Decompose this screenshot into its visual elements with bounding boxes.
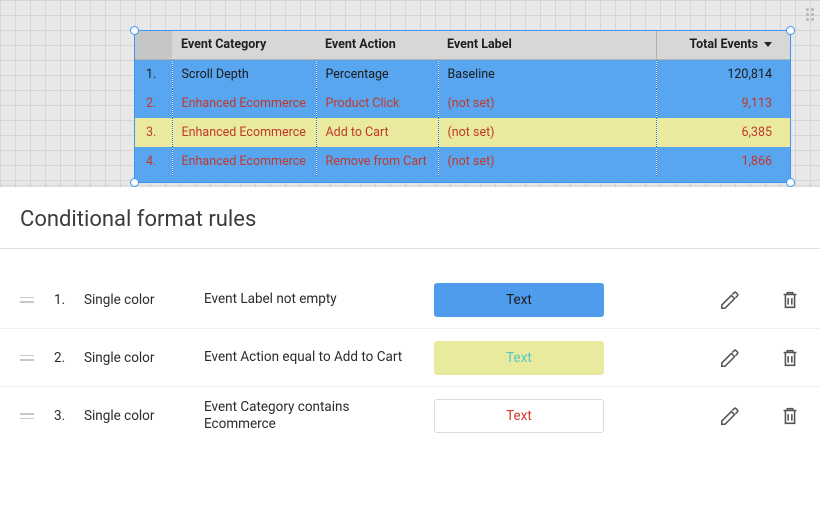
rule-index: 1. xyxy=(54,292,84,308)
drag-grip-icon[interactable] xyxy=(20,413,34,419)
cell-index: 2. xyxy=(134,89,172,118)
selection-border-bottom xyxy=(134,182,790,183)
cell-category: Enhanced Ecommerce xyxy=(172,89,316,118)
edit-rule-button[interactable] xyxy=(719,289,741,311)
pencil-icon xyxy=(719,347,741,369)
trash-icon xyxy=(779,289,801,311)
selection-border-top xyxy=(134,30,790,31)
col-header-index[interactable] xyxy=(134,30,172,60)
table-row[interactable]: 3.Enhanced EcommerceAdd to Cart(not set)… xyxy=(134,118,790,147)
rule-description: Event Label not empty xyxy=(204,291,434,308)
cell-total: 6,385 xyxy=(656,118,790,147)
rules-list: 1. Single color Event Label not empty Te… xyxy=(0,249,820,445)
cell-label: Baseline xyxy=(438,60,656,90)
rule-preview-swatch[interactable]: Text xyxy=(434,283,604,317)
trash-icon xyxy=(779,347,801,369)
pencil-icon xyxy=(719,405,741,427)
rule-mode: Single color xyxy=(84,350,204,366)
drag-grip-icon[interactable] xyxy=(20,355,34,361)
drag-grip-icon[interactable] xyxy=(20,297,34,303)
table-row[interactable]: 4.Enhanced EcommerceRemove from Cart(not… xyxy=(134,147,790,176)
selection-handle-bl[interactable] xyxy=(130,178,139,187)
selection-handle-tl[interactable] xyxy=(130,26,139,35)
selection-handle-br[interactable] xyxy=(786,178,795,187)
trash-icon xyxy=(779,405,801,427)
panel-drag-handle-icon[interactable] xyxy=(806,8,814,22)
cell-index: 1. xyxy=(134,60,172,90)
edit-rule-button[interactable] xyxy=(719,347,741,369)
col-header-action[interactable]: Event Action xyxy=(316,30,438,60)
col-header-category[interactable]: Event Category xyxy=(172,30,316,60)
table-header-row: Event Category Event Action Event Label … xyxy=(134,30,790,60)
data-table: Event Category Event Action Event Label … xyxy=(134,30,790,182)
delete-rule-button[interactable] xyxy=(779,347,801,369)
cell-total: 1,866 xyxy=(656,147,790,176)
data-table-component[interactable]: Event Category Event Action Event Label … xyxy=(134,30,790,182)
rule-row: 2. Single color Event Action equal to Ad… xyxy=(0,329,820,387)
cell-category: Scroll Depth xyxy=(172,60,316,90)
rule-preview-swatch[interactable]: Text xyxy=(434,399,604,433)
panel-title: Conditional format rules xyxy=(0,187,820,249)
cell-category: Enhanced Ecommerce xyxy=(172,118,316,147)
rule-row: 1. Single color Event Label not empty Te… xyxy=(0,271,820,329)
table-row[interactable]: 2.Enhanced EcommerceProduct Click(not se… xyxy=(134,89,790,118)
sort-desc-icon xyxy=(764,42,772,47)
selection-border-left xyxy=(134,30,135,182)
cell-action: Product Click xyxy=(316,89,438,118)
selection-border-right xyxy=(790,30,791,182)
report-canvas[interactable]: Event Category Event Action Event Label … xyxy=(0,0,820,187)
cell-category: Enhanced Ecommerce xyxy=(172,147,316,176)
cell-action: Add to Cart xyxy=(316,118,438,147)
rule-mode: Single color xyxy=(84,408,204,424)
rule-index: 3. xyxy=(54,408,84,424)
cell-index: 3. xyxy=(134,118,172,147)
rule-index: 2. xyxy=(54,350,84,366)
cell-total: 9,113 xyxy=(656,89,790,118)
cell-total: 120,814 xyxy=(656,60,790,90)
rule-description: Event Action equal to Add to Cart xyxy=(204,349,434,366)
col-header-total[interactable]: Total Events xyxy=(656,30,790,60)
pencil-icon xyxy=(719,289,741,311)
cell-label: (not set) xyxy=(438,118,656,147)
cell-action: Percentage xyxy=(316,60,438,90)
selection-handle-tr[interactable] xyxy=(786,26,795,35)
rule-description: Event Category contains Ecommerce xyxy=(204,399,434,433)
conditional-format-panel: Conditional format rules 1. Single color… xyxy=(0,187,820,524)
delete-rule-button[interactable] xyxy=(779,405,801,427)
cell-label: (not set) xyxy=(438,147,656,176)
col-header-label[interactable]: Event Label xyxy=(438,30,656,60)
edit-rule-button[interactable] xyxy=(719,405,741,427)
rule-mode: Single color xyxy=(84,292,204,308)
rule-preview-swatch[interactable]: Text xyxy=(434,341,604,375)
rule-row: 3. Single color Event Category contains … xyxy=(0,387,820,445)
col-header-total-label: Total Events xyxy=(689,37,758,52)
cell-index: 4. xyxy=(134,147,172,176)
cell-action: Remove from Cart xyxy=(316,147,438,176)
table-row[interactable]: 1.Scroll DepthPercentageBaseline120,814 xyxy=(134,60,790,90)
delete-rule-button[interactable] xyxy=(779,289,801,311)
cell-label: (not set) xyxy=(438,89,656,118)
